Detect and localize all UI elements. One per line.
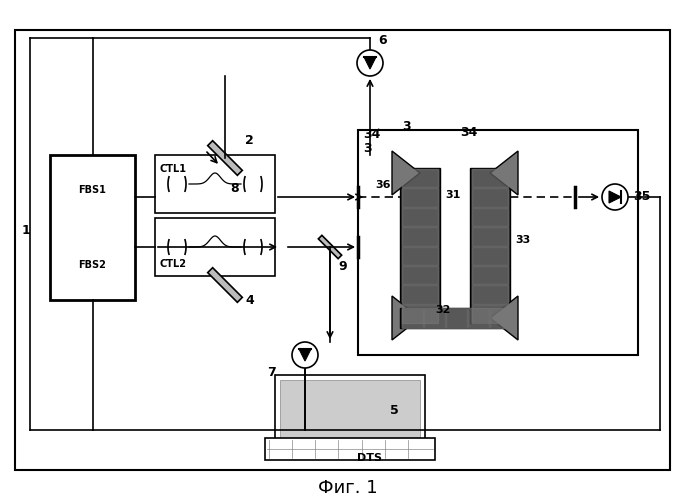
Polygon shape [207,140,242,175]
Polygon shape [364,57,376,69]
Text: Фиг. 1: Фиг. 1 [318,479,378,497]
Polygon shape [374,130,406,160]
Bar [265,438,435,460]
Polygon shape [207,268,242,302]
Text: CTL2: CTL2 [159,259,186,269]
Text: 9: 9 [338,260,347,274]
Polygon shape [490,296,518,340]
Text: DTS: DTS [358,453,383,463]
Text: 3: 3 [402,120,411,134]
Bar [280,380,420,440]
Text: 4: 4 [245,294,254,306]
Bar [400,308,510,328]
Circle shape [602,184,628,210]
Polygon shape [609,191,621,203]
Polygon shape [392,296,420,340]
Polygon shape [392,151,420,195]
Text: 7: 7 [267,366,276,380]
Text: 34: 34 [363,128,381,140]
Bar [358,130,638,355]
Text: 5: 5 [390,404,399,416]
Text: FBS1: FBS1 [79,185,106,195]
Circle shape [292,342,318,368]
Text: 3: 3 [363,142,372,154]
Text: CTL1: CTL1 [159,164,186,174]
Polygon shape [299,349,311,361]
Bar [155,155,275,213]
Bar [15,30,670,470]
Bar [275,375,425,445]
Text: 2: 2 [245,134,254,146]
Bar [155,218,275,276]
Text: 1: 1 [22,224,31,236]
Polygon shape [490,151,518,195]
Bar [470,168,510,323]
Circle shape [357,50,383,76]
Text: 35: 35 [633,190,650,203]
Bar [50,155,135,300]
Bar [400,168,440,323]
Text: 33: 33 [515,235,530,245]
Text: 8: 8 [230,182,239,194]
Text: 6: 6 [378,34,386,48]
Text: 31: 31 [445,190,460,200]
Polygon shape [318,236,342,258]
Text: 34: 34 [460,126,477,140]
Text: 36: 36 [375,180,390,190]
Text: FBS2: FBS2 [79,260,106,270]
Text: 32: 32 [435,305,450,315]
